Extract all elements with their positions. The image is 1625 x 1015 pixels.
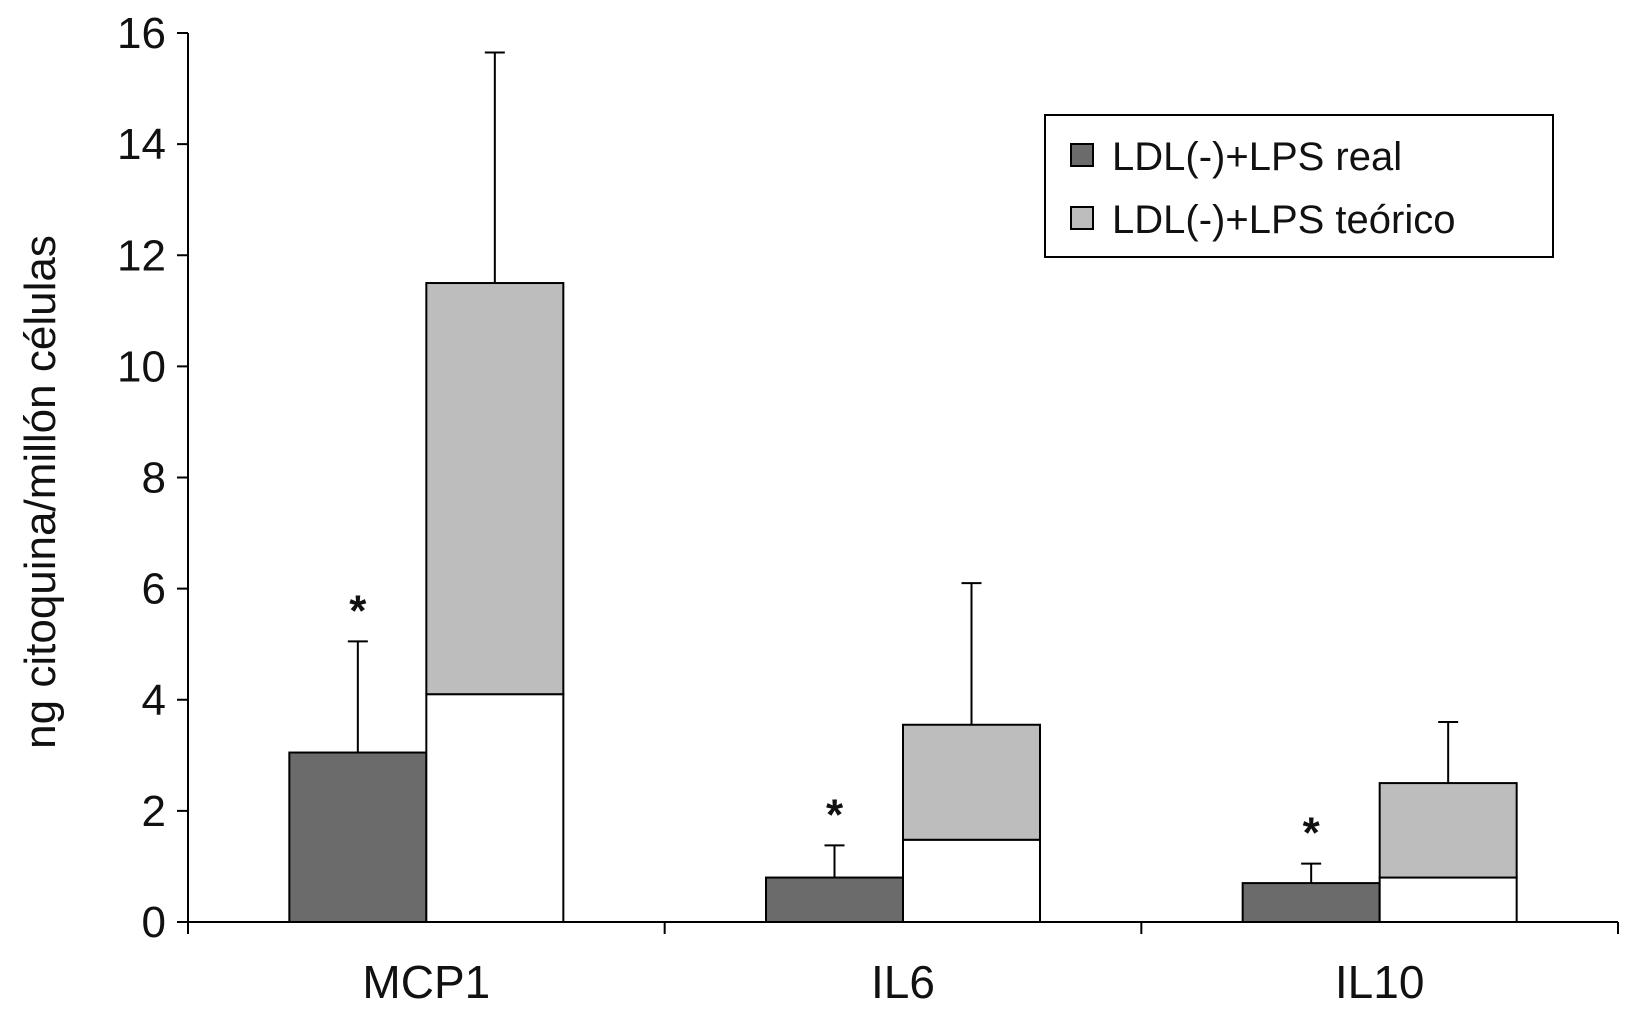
bar-teorico-lower [425,693,565,923]
x-axis: MCP1 IL6 IL10 [187,921,1619,1008]
y-tick-label: 16 [117,9,166,58]
bar-real [288,751,428,923]
significance-marker: * [349,586,367,635]
y-tick-label: 6 [142,565,166,614]
bar-teorico-upper [1378,782,1518,879]
y-tick-label: 14 [117,120,166,169]
bars: * * * [288,51,1518,924]
y-tick-label: 8 [142,454,166,503]
y-tick-label: 0 [142,898,166,947]
legend-label-real: LDL(-)+LPS real [1112,135,1402,179]
y-tick-label: 2 [142,787,166,836]
bar-teorico-upper [425,282,565,696]
significance-marker: * [826,790,844,839]
legend-box [1044,114,1554,258]
bar-teorico-upper [902,723,1041,841]
legend-label-teorico: LDL(-)+LPS teórico [1112,198,1455,242]
y-tick-label: 12 [117,231,166,280]
significance-marker: * [1303,809,1321,858]
bar-teorico-lower [902,838,1041,924]
bar-real [1241,882,1381,924]
legend-swatch-real [1070,143,1094,167]
bar-real [765,876,904,923]
y-axis: 0 2 4 6 8 10 12 14 16 [117,9,189,947]
legend: LDL(-)+LPS real LDL(-)+LPS teórico [1044,114,1554,258]
y-axis-title: ng citoquina/millón células [16,235,65,749]
y-tick-label: 10 [117,342,166,391]
x-category-label: IL6 [871,956,935,1008]
x-category-label: MCP1 [362,956,490,1008]
x-category-label: IL10 [1335,956,1425,1008]
y-tick-label: 4 [142,676,166,725]
legend-swatch-teorico [1070,206,1094,230]
bar-teorico-lower [1378,876,1518,923]
